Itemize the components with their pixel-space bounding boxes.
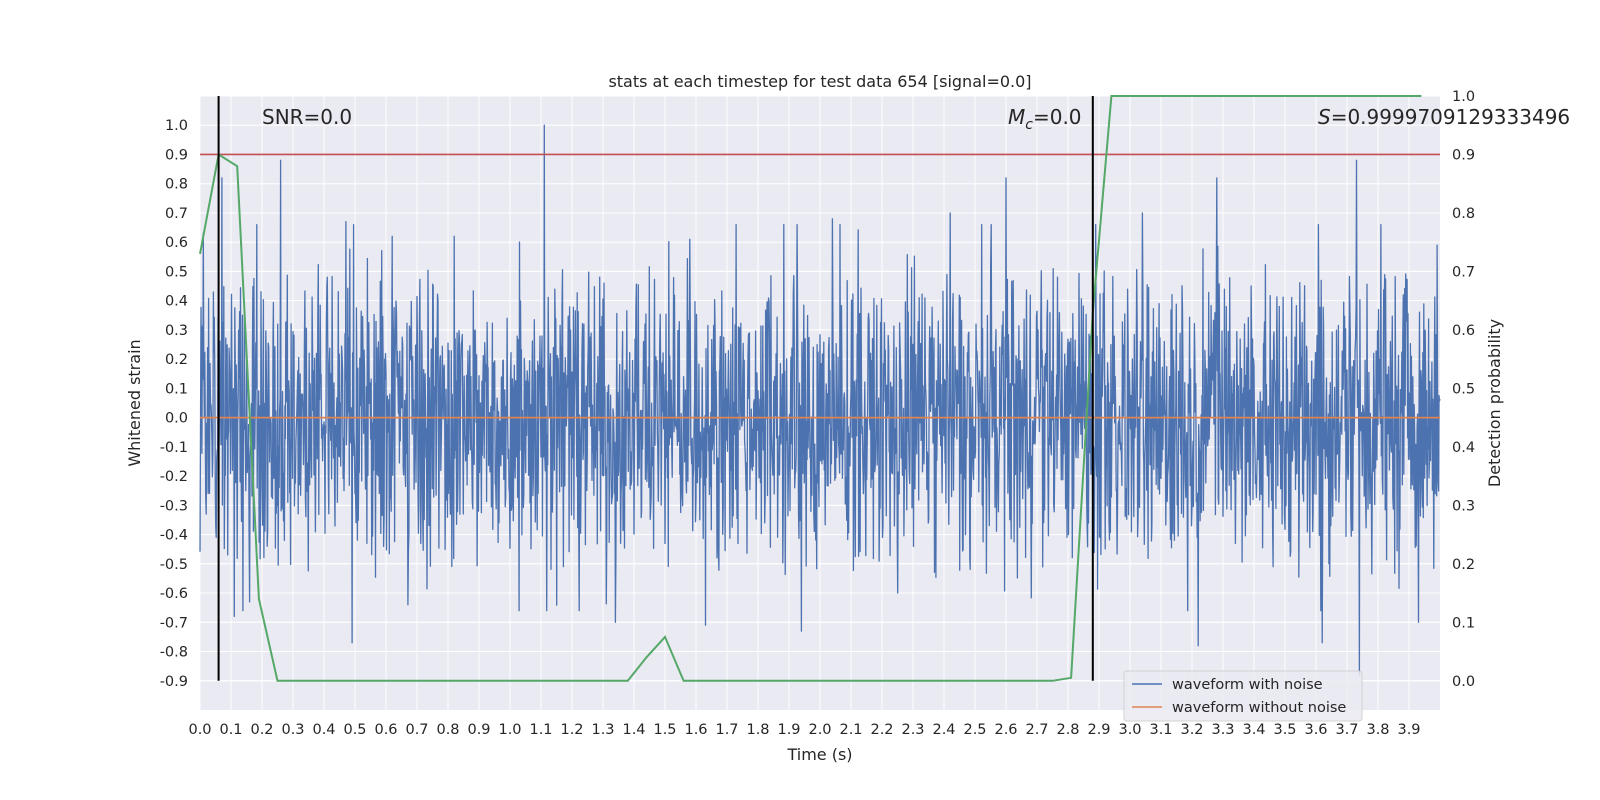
x-axis-label: Time (s)	[786, 745, 852, 764]
x-tick-label: 3.9	[1397, 722, 1420, 738]
x-tick-label: 1.1	[529, 722, 552, 738]
x-tick-label: 1.7	[715, 722, 738, 738]
y2-tick-label: 0.3	[1452, 498, 1475, 514]
overlay-series	[199, 95, 1440, 682]
legend-label-noise: waveform with noise	[1172, 677, 1323, 693]
y-tick-label: -0.7	[160, 615, 188, 631]
detection-probability-line	[199, 95, 1422, 682]
x-axis-ticks: 0.0 0.1 0.2 0.3 0.4 0.5 0.6 0.7 0.8 0.9 1.0 1.1 1.2 1…	[188, 722, 1420, 738]
x-tick-label: 1.8	[746, 722, 769, 738]
x-tick-label: 2.5	[963, 722, 986, 738]
y-axis-label: Whitened strain	[125, 339, 144, 466]
x-tick-label: 3.0	[1118, 722, 1141, 738]
y2-tick-label: 0.5	[1452, 381, 1475, 397]
y-tick-label: 0.0	[165, 411, 188, 427]
x-tick-label: 1.6	[684, 722, 707, 738]
y-tick-label: 1.0	[165, 118, 188, 134]
mc-annotation: Mc=0.0	[1008, 105, 1082, 133]
x-tick-label: 2.0	[808, 722, 831, 738]
x-tick-label: 0.9	[467, 722, 490, 738]
y2-tick-label: 1.0	[1452, 89, 1475, 105]
x-tick-label: 0.3	[281, 722, 304, 738]
y2-tick-label: 0.2	[1452, 557, 1475, 573]
s-annotation: S=0.9999709129333496	[1318, 105, 1570, 129]
x-tick-label: 1.9	[777, 722, 800, 738]
x-tick-label: 1.5	[653, 722, 676, 738]
x-tick-label: 0.2	[250, 722, 273, 738]
x-tick-label: 1.4	[622, 722, 645, 738]
y2-tick-label: 0.1	[1452, 615, 1475, 631]
y-tick-label: -0.2	[160, 469, 188, 485]
y-tick-label: -0.9	[160, 674, 188, 690]
x-tick-label: 3.4	[1242, 722, 1265, 738]
y-tick-label: -0.4	[160, 528, 188, 544]
y-tick-label: -0.5	[160, 557, 188, 573]
y-tick-label: 0.1	[165, 381, 188, 397]
x-tick-label: 2.3	[901, 722, 924, 738]
x-tick-label: 3.5	[1273, 722, 1296, 738]
legend-label-clean: waveform without noise	[1172, 700, 1346, 716]
y-tick-label: 0.5	[165, 264, 188, 280]
y-tick-label: 0.3	[165, 323, 188, 339]
legend: waveform with noise waveform without noi…	[1123, 670, 1363, 722]
y-tick-label: -0.8	[160, 645, 188, 661]
y-tick-label: 0.4	[165, 294, 188, 310]
x-tick-label: 2.2	[870, 722, 893, 738]
y-tick-label: 0.6	[165, 235, 188, 251]
x-tick-label: 1.0	[498, 722, 521, 738]
y2-tick-label: 0.8	[1452, 206, 1475, 222]
legend-box	[1123, 670, 1363, 722]
x-tick-label: 3.8	[1366, 722, 1389, 738]
x-tick-label: 2.7	[1025, 722, 1048, 738]
y-tick-label: 0.9	[165, 147, 188, 163]
y2-tick-label: 0.9	[1452, 147, 1475, 163]
y-tick-label: 0.2	[165, 352, 188, 368]
y2-tick-label: 0.4	[1452, 440, 1475, 456]
x-tick-label: 0.0	[188, 722, 211, 738]
y-tick-label: -0.6	[160, 586, 188, 602]
x-tick-label: 3.7	[1335, 722, 1358, 738]
chart-title: stats at each timestep for test data 654…	[608, 72, 1031, 91]
x-tick-label: 0.7	[405, 722, 428, 738]
snr-annotation: SNR=0.0	[262, 105, 352, 129]
y2-tick-label: 0.7	[1452, 264, 1475, 280]
y2-tick-label: 0.6	[1452, 323, 1475, 339]
waveform-with-noise-line	[199, 124, 1441, 676]
x-tick-label: 3.2	[1180, 722, 1203, 738]
y-tick-label: 0.8	[165, 177, 188, 193]
x-tick-label: 2.1	[839, 722, 862, 738]
x-tick-label: 0.6	[374, 722, 397, 738]
x-tick-label: 0.1	[219, 722, 242, 738]
x-tick-label: 2.9	[1087, 722, 1110, 738]
x-tick-label: 0.8	[436, 722, 459, 738]
y-tick-label: 0.7	[165, 206, 188, 222]
x-tick-label: 3.6	[1304, 722, 1327, 738]
x-tick-label: 0.4	[312, 722, 335, 738]
noise-series	[199, 124, 1441, 676]
y2-axis-label: Detection probability	[1485, 319, 1504, 487]
y-tick-label: -0.1	[160, 440, 188, 456]
x-tick-label: 2.8	[1056, 722, 1079, 738]
x-tick-label: 0.5	[343, 722, 366, 738]
x-tick-label: 2.6	[994, 722, 1017, 738]
x-tick-label: 1.3	[591, 722, 614, 738]
x-tick-label: 3.1	[1149, 722, 1172, 738]
y-tick-label: -0.3	[160, 498, 188, 514]
x-tick-label: 3.3	[1211, 722, 1234, 738]
x-tick-label: 1.2	[560, 722, 583, 738]
y2-tick-label: 0.0	[1452, 674, 1475, 690]
x-tick-label: 2.4	[932, 722, 955, 738]
y2-axis-ticks: 1.0 0.9 0.8 0.7 0.6 0.5 0.4 0.3 0.2 0.1 0.0	[1452, 89, 1475, 690]
y-axis-ticks: 1.0 0.9 0.8 0.7 0.6 0.5 0.4 0.3 0.2 0.1 0.0 -0.1 -0.…	[160, 118, 188, 690]
